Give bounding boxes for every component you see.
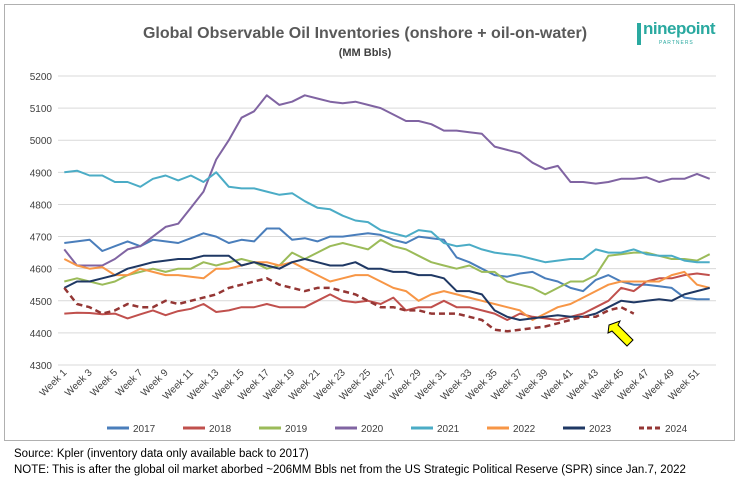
series-line-2019	[64, 238, 711, 296]
legend-label-2018: 2018	[209, 424, 232, 435]
series-line-2018	[64, 272, 710, 321]
oil-inventory-chart: Global Observable Oil Inventories (onsho…	[30, 25, 716, 435]
series-line-2022	[63, 258, 710, 321]
chart-title: Global Observable Oil Inventories (onsho…	[143, 25, 587, 42]
series-line-2023	[63, 254, 710, 321]
series-line-2021	[64, 169, 710, 264]
series-line-2024	[63, 277, 635, 333]
logo-sub: PARTNERS	[659, 40, 694, 46]
legend-label-2020: 2020	[361, 424, 384, 435]
series-line-2017	[64, 227, 710, 301]
series-line-2020	[63, 94, 711, 267]
chart-subtitle: (MM Bbls)	[339, 47, 392, 59]
logo-brand: ninepoint	[643, 19, 715, 38]
source-note: Source: Kpler (inventory data only avail…	[14, 448, 309, 460]
legend-label-2024: 2024	[665, 424, 688, 435]
y-tick-label: 5100	[30, 104, 53, 115]
legend-label-2017: 2017	[133, 424, 156, 435]
y-tick-label: 4300	[30, 361, 53, 372]
spr-note: NOTE: This is after the global oil marke…	[14, 464, 686, 476]
legend-label-2021: 2021	[437, 424, 460, 435]
y-tick-label: 4900	[30, 168, 53, 179]
legend-label-2022: 2022	[513, 424, 536, 435]
logo-mark-icon	[637, 23, 641, 45]
y-tick-label: 4600	[30, 265, 53, 276]
y-tick-label: 4800	[30, 200, 53, 211]
legend-label-2019: 2019	[285, 424, 308, 435]
y-tick-label: 4700	[30, 233, 53, 244]
y-tick-label: 5000	[30, 136, 53, 147]
legend-label-2023: 2023	[589, 424, 612, 435]
y-tick-label: 4400	[30, 329, 53, 340]
ninepoint-logo: ninepoint PARTNERS	[637, 15, 717, 53]
y-tick-label: 5200	[30, 72, 53, 83]
highlight-arrow-icon	[607, 320, 634, 347]
chart-frame: Global Observable Oil Inventories (onsho…	[4, 4, 735, 441]
y-tick-label: 4500	[30, 297, 53, 308]
